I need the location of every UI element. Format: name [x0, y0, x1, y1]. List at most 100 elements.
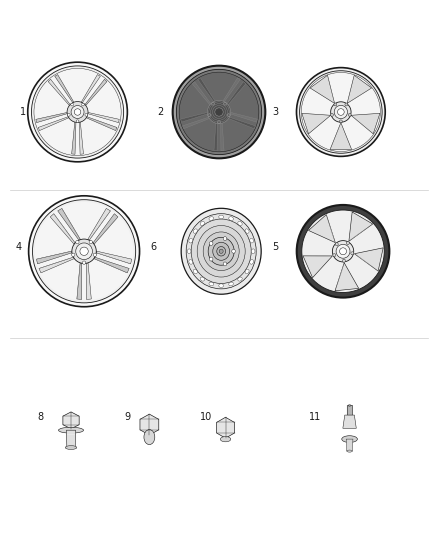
Ellipse shape: [334, 106, 347, 119]
Ellipse shape: [297, 68, 385, 156]
Ellipse shape: [224, 102, 226, 105]
Ellipse shape: [223, 262, 227, 266]
Ellipse shape: [213, 242, 230, 260]
Ellipse shape: [74, 109, 81, 115]
Polygon shape: [58, 208, 81, 240]
Ellipse shape: [245, 269, 249, 273]
Ellipse shape: [71, 253, 75, 256]
Ellipse shape: [218, 121, 220, 124]
Ellipse shape: [189, 260, 193, 264]
Ellipse shape: [177, 69, 261, 155]
Ellipse shape: [300, 71, 382, 154]
Ellipse shape: [179, 72, 259, 152]
Ellipse shape: [80, 247, 88, 255]
Ellipse shape: [71, 103, 74, 106]
Polygon shape: [326, 215, 336, 243]
Polygon shape: [308, 215, 336, 243]
Ellipse shape: [333, 254, 336, 256]
Ellipse shape: [345, 103, 348, 106]
Polygon shape: [343, 415, 356, 429]
Text: 2: 2: [157, 107, 163, 117]
Ellipse shape: [209, 282, 214, 286]
Ellipse shape: [67, 101, 88, 123]
Text: 10: 10: [200, 411, 212, 422]
Ellipse shape: [72, 239, 96, 263]
Ellipse shape: [208, 100, 230, 124]
Ellipse shape: [342, 436, 357, 442]
Polygon shape: [55, 75, 74, 103]
Ellipse shape: [229, 282, 233, 286]
Ellipse shape: [189, 238, 193, 243]
Ellipse shape: [339, 120, 343, 123]
Ellipse shape: [302, 210, 384, 293]
Polygon shape: [86, 117, 117, 131]
Ellipse shape: [67, 114, 70, 116]
Ellipse shape: [219, 249, 223, 253]
Polygon shape: [347, 88, 372, 103]
Ellipse shape: [339, 248, 346, 255]
Polygon shape: [88, 112, 119, 123]
Polygon shape: [38, 117, 69, 131]
Polygon shape: [36, 112, 68, 123]
Polygon shape: [328, 75, 335, 103]
Ellipse shape: [191, 219, 251, 284]
Polygon shape: [351, 114, 380, 134]
Polygon shape: [72, 122, 76, 154]
Ellipse shape: [209, 257, 213, 261]
Ellipse shape: [250, 238, 254, 243]
Polygon shape: [335, 263, 359, 291]
Polygon shape: [198, 78, 216, 103]
Text: 9: 9: [124, 411, 131, 422]
Ellipse shape: [193, 269, 197, 273]
Polygon shape: [349, 224, 373, 241]
Polygon shape: [221, 122, 224, 151]
Polygon shape: [48, 79, 71, 106]
Ellipse shape: [59, 427, 84, 433]
Text: 3: 3: [272, 107, 279, 117]
Ellipse shape: [238, 221, 242, 225]
Polygon shape: [39, 257, 74, 273]
Polygon shape: [94, 257, 129, 273]
Polygon shape: [346, 439, 353, 451]
Ellipse shape: [346, 241, 350, 245]
Ellipse shape: [76, 243, 92, 260]
Ellipse shape: [65, 446, 77, 449]
Ellipse shape: [209, 217, 214, 221]
Ellipse shape: [76, 240, 79, 244]
Ellipse shape: [332, 240, 354, 262]
Ellipse shape: [209, 241, 213, 245]
Polygon shape: [96, 251, 132, 264]
Polygon shape: [229, 112, 257, 122]
Ellipse shape: [343, 259, 346, 262]
Ellipse shape: [82, 261, 86, 264]
Ellipse shape: [187, 249, 191, 254]
Ellipse shape: [208, 237, 234, 265]
Polygon shape: [351, 115, 373, 134]
Polygon shape: [330, 123, 352, 150]
Ellipse shape: [232, 249, 235, 253]
Ellipse shape: [331, 114, 333, 116]
Polygon shape: [302, 114, 331, 134]
Ellipse shape: [227, 114, 230, 117]
Ellipse shape: [212, 102, 214, 105]
Polygon shape: [349, 212, 373, 241]
Ellipse shape: [335, 243, 338, 246]
Text: 11: 11: [309, 411, 321, 422]
Ellipse shape: [197, 225, 245, 277]
Ellipse shape: [229, 217, 233, 221]
Ellipse shape: [338, 109, 344, 115]
Ellipse shape: [76, 120, 79, 123]
Ellipse shape: [85, 114, 88, 116]
Polygon shape: [140, 414, 159, 435]
Ellipse shape: [203, 232, 239, 271]
Ellipse shape: [144, 430, 155, 445]
Ellipse shape: [200, 221, 205, 225]
Ellipse shape: [34, 68, 121, 156]
Polygon shape: [335, 263, 344, 291]
Polygon shape: [86, 263, 91, 300]
Polygon shape: [79, 122, 84, 154]
Ellipse shape: [250, 260, 254, 264]
Ellipse shape: [351, 252, 354, 255]
Ellipse shape: [93, 253, 96, 256]
Text: 4: 4: [16, 242, 22, 252]
